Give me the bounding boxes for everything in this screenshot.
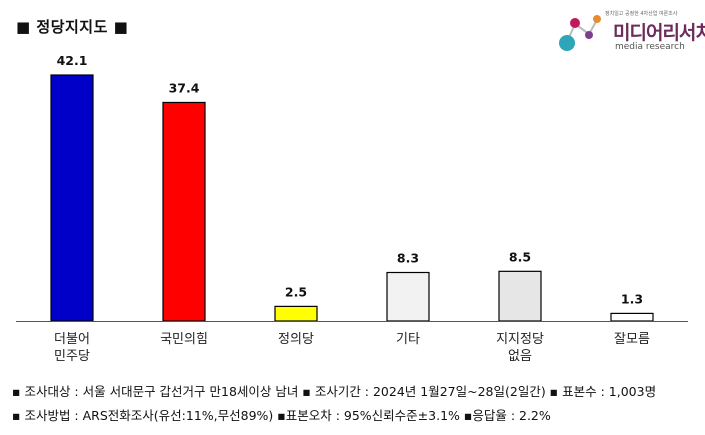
bar-5 xyxy=(610,312,654,322)
data-label-5: 1.3 xyxy=(621,291,643,306)
data-label-1: 37.4 xyxy=(169,80,200,95)
footnote-survey-info: ▪ 조사대상 : 서울 서대문구 갑선거구 만18세이상 남녀 ▪ 조사기간 :… xyxy=(12,384,657,399)
bar-1 xyxy=(162,101,206,322)
category-label-2: 정의당 xyxy=(278,332,314,347)
chart-title: ■ 정당지지도 ■ xyxy=(16,18,129,36)
logo-brand: 미디어리서치 xyxy=(613,22,705,44)
category-label-5: 잘모름 xyxy=(614,332,650,347)
logo-graphic-icon xyxy=(559,15,601,51)
bar-0 xyxy=(50,74,94,322)
logo-tagline: 정치일고 공정한 4차산업 여론조사 xyxy=(605,11,678,17)
data-label-4: 8.5 xyxy=(509,249,531,264)
category-label-1: 국민의힘 xyxy=(160,332,208,347)
data-label-3: 8.3 xyxy=(397,251,419,266)
bar-3 xyxy=(386,271,430,322)
bar-2 xyxy=(274,305,318,322)
logo-brand-en: media research xyxy=(615,42,685,52)
category-label-3: 기타 xyxy=(396,332,420,347)
category-label-0: 더불어 민주당 xyxy=(54,332,90,364)
data-label-0: 42.1 xyxy=(57,53,88,68)
data-label-2: 2.5 xyxy=(285,284,307,299)
footnote-method-info: ▪ 조사방법 : ARS전화조사(유선:11%,무선89%) ▪표본오차 : 9… xyxy=(12,408,551,423)
media-research-logo: 정치일고 공정한 4차산업 여론조사 미디어리서치 media research xyxy=(555,10,705,58)
bar-4 xyxy=(498,270,542,322)
category-label-4: 지지정당 없음 xyxy=(496,332,544,364)
